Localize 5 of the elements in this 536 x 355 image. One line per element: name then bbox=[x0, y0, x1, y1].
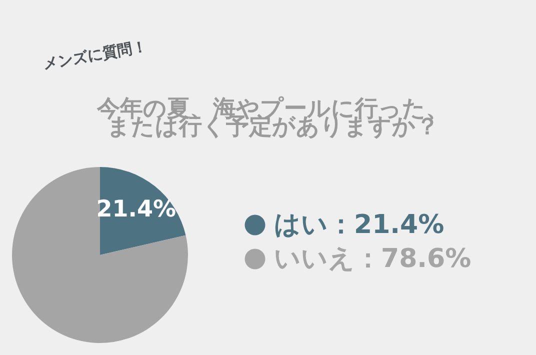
legend-label: いいえ：78.6% bbox=[274, 244, 472, 274]
data-label: 21.4% bbox=[96, 196, 176, 223]
legend-label: はい：21.4% bbox=[274, 210, 444, 240]
text: メンズに質問！ bbox=[42, 37, 148, 73]
pie-slice bbox=[12, 167, 188, 343]
